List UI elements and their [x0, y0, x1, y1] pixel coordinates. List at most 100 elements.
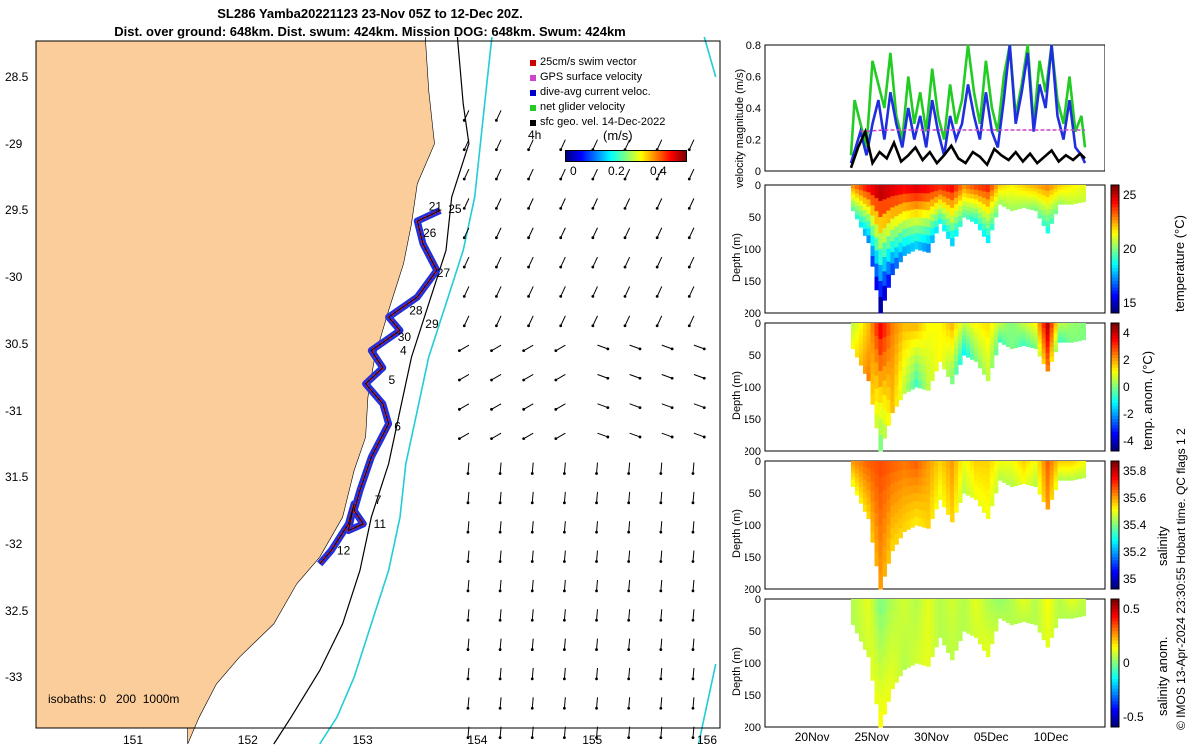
current-vector [628, 491, 631, 503]
section-cell [950, 506, 955, 515]
section-cell [985, 199, 991, 208]
section-cell [886, 512, 891, 526]
section-cell [906, 599, 911, 609]
colorbar-slice [1111, 207, 1119, 212]
section-cell [1061, 461, 1067, 464]
current-vector-head [627, 706, 631, 710]
section-cell [1077, 471, 1082, 475]
section-cell [1021, 196, 1027, 200]
current-vector-head [498, 618, 502, 622]
current-vector [523, 374, 534, 381]
current-vector [596, 609, 598, 621]
colorbar-tick-label: 35.6 [1123, 491, 1147, 505]
current-vector [463, 227, 470, 238]
section-cell [890, 196, 895, 208]
section-cell [1041, 333, 1047, 339]
colorbar-slice [1111, 271, 1119, 276]
section-cell [894, 502, 899, 514]
section-cell [1061, 187, 1067, 191]
section-cell [1009, 335, 1015, 340]
section-cell [1061, 606, 1067, 610]
colorbar-slice [1111, 637, 1119, 642]
section-cell [1009, 618, 1015, 622]
section-cell [1005, 466, 1011, 471]
section-cell [1013, 323, 1019, 327]
section-cell [1065, 473, 1071, 476]
section-cell [1021, 339, 1027, 344]
colorbar-slice [1111, 521, 1119, 526]
current-vector-head [466, 530, 470, 534]
section-cell [894, 185, 899, 196]
section-cell [890, 621, 895, 634]
section-cell [973, 342, 979, 348]
section-cell [970, 483, 975, 489]
current-vector-head [595, 618, 598, 622]
section-cell [1057, 187, 1063, 191]
current-vector-head [691, 589, 695, 593]
section-cell [906, 658, 911, 668]
current-vector [596, 550, 598, 562]
section-cell [870, 235, 875, 247]
colorbar-slice [1111, 303, 1119, 308]
section-cell [1077, 476, 1082, 480]
section-cell [1029, 323, 1035, 327]
current-vector [563, 697, 566, 709]
section-cell [890, 241, 895, 253]
section-cell [878, 297, 883, 314]
section-cell [1001, 195, 1007, 199]
current-vector [624, 198, 631, 209]
section-cell [1005, 196, 1011, 201]
section-cell [854, 486, 860, 492]
colorbar-frame [1110, 598, 1120, 728]
section-cell [958, 343, 963, 350]
legend-label: dive-avg current veloc. [540, 86, 651, 98]
copyright-caption: © IMOS 13-Apr-2024 23:30:55 Hobart time.… [1174, 428, 1188, 730]
section-cell [1045, 341, 1051, 348]
section-cell [894, 395, 899, 407]
section-cell [902, 461, 907, 471]
section-cell [934, 466, 939, 474]
section-cell [1065, 201, 1071, 205]
section-cell [962, 627, 967, 632]
section-cell [1041, 481, 1047, 487]
section-cell [910, 656, 915, 666]
section-cell [878, 403, 883, 420]
section-cell [950, 345, 955, 354]
velocity-ytick-label: 0.8 [746, 40, 761, 52]
colorbar-slice [1111, 371, 1119, 375]
section-cell [898, 518, 903, 529]
section-cell [1057, 603, 1063, 607]
section-cell [1029, 470, 1035, 474]
section-cell [997, 463, 1003, 467]
section-cell [930, 330, 935, 338]
section-cell [862, 197, 868, 205]
section-cell [954, 185, 959, 192]
current-vector-head [606, 435, 610, 439]
section-cell [989, 626, 995, 634]
section-cell [906, 495, 911, 505]
section-cell [886, 599, 891, 613]
colorbar-slice [1111, 255, 1119, 260]
section-cell [1041, 353, 1047, 360]
section-cell [898, 252, 903, 263]
section-cell [862, 624, 868, 631]
section-cell [1049, 332, 1055, 338]
current-vector [531, 697, 534, 709]
section-cell [1013, 599, 1019, 603]
section-cell [1037, 469, 1043, 474]
section-cell [1025, 325, 1031, 330]
section-cell [882, 256, 887, 272]
section-cell [1013, 329, 1019, 333]
section-cell [950, 621, 955, 630]
section-cell [1045, 191, 1051, 198]
section-cell [866, 206, 871, 215]
section-cell [950, 514, 955, 523]
current-vector-head [530, 648, 534, 651]
current-vector [528, 256, 534, 268]
section-cell [942, 202, 947, 209]
current-vector [656, 256, 663, 268]
current-vector-head [606, 406, 610, 409]
current-vector-head [527, 295, 530, 298]
section-cell [1073, 323, 1078, 326]
colorbar-slice [1111, 685, 1119, 690]
